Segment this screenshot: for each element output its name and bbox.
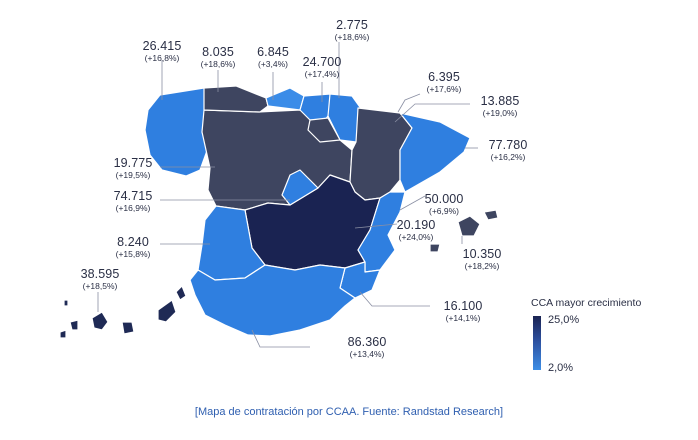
value: 74.715 [113, 189, 153, 203]
label-castilla-la-mancha: 20.190 (+24,0%) [386, 218, 446, 243]
value: 86.360 [347, 335, 387, 349]
growth: (+6,9%) [429, 206, 459, 217]
value: 10.350 [462, 247, 502, 261]
value: 8.240 [117, 235, 149, 249]
label-aragon: 13.885 (+19,0%) [470, 94, 530, 119]
growth: (+13,4%) [349, 349, 385, 360]
region-andalucia [189, 264, 356, 337]
value: 16.100 [443, 299, 483, 313]
region-asturias [203, 85, 269, 113]
growth: (+16,8%) [144, 53, 180, 64]
growth: (+24,0%) [398, 232, 434, 243]
growth: (+3,4%) [258, 59, 288, 70]
growth: (+17,4%) [304, 69, 340, 80]
value: 19.775 [113, 156, 153, 170]
label-cataluna: 77.780 (+16,2%) [478, 138, 538, 163]
growth: (+15,8%) [115, 249, 151, 260]
growth: (+16,2%) [490, 152, 526, 163]
label-canarias: 38.595 (+18,5%) [70, 267, 130, 292]
value: 26.415 [142, 39, 182, 53]
growth: (+19,5%) [115, 170, 151, 181]
label-galicia: 26.415 (+16,8%) [132, 39, 192, 64]
growth: (+18,6%) [334, 32, 370, 43]
label-asturias: 8.035 (+18,6%) [188, 45, 248, 70]
value: 20.190 [396, 218, 436, 232]
value: 24.700 [302, 55, 342, 69]
label-valencia: 50.000 (+6,9%) [414, 192, 474, 217]
growth: (+18,2%) [464, 261, 500, 272]
label-murcia: 16.100 (+14,1%) [433, 299, 493, 324]
value: 77.780 [488, 138, 528, 152]
growth: (+16,9%) [115, 203, 151, 214]
legend-max-label: 25,0% [548, 314, 580, 326]
value: 8.035 [202, 45, 234, 59]
value: 13.885 [480, 94, 520, 108]
growth: (+18,5%) [82, 281, 118, 292]
value: 38.595 [80, 267, 120, 281]
label-navarra: 2.775 (+18,6%) [322, 18, 382, 43]
legend-color-scale [533, 316, 541, 370]
growth: (+18,6%) [200, 59, 236, 70]
value: 6.395 [428, 70, 460, 84]
label-la-rioja: 6.395 (+17,6%) [414, 70, 474, 95]
region-madrid [281, 169, 319, 206]
region-cantabria [265, 87, 305, 111]
growth: (+14,1%) [445, 313, 481, 324]
region-baleares [429, 209, 499, 253]
legend-min-label: 2,0% [548, 362, 574, 374]
region-canarias [59, 285, 187, 339]
value: 2.775 [336, 18, 368, 32]
label-pais-vasco: 24.700 (+17,4%) [292, 55, 352, 80]
label-andalucia: 86.360 (+13,4%) [337, 335, 397, 360]
value: 50.000 [424, 192, 464, 206]
figure-caption: [Mapa de contratación por CCAA. Fuente: … [194, 406, 504, 418]
growth: (+19,0%) [482, 108, 518, 119]
label-cantabria: 6.845 (+3,4%) [243, 45, 303, 70]
label-extremadura: 8.240 (+15,8%) [103, 235, 163, 260]
leader-lines [97, 42, 478, 348]
growth: (+17,6%) [426, 84, 462, 95]
legend-title: CCA mayor crecimiento [531, 297, 642, 309]
region-la-rioja [307, 117, 341, 143]
value: 6.845 [257, 45, 289, 59]
label-madrid: 74.715 (+16,9%) [103, 189, 163, 214]
label-castilla-y-leon: 19.775 (+19,5%) [103, 156, 163, 181]
region-cataluna [399, 112, 471, 193]
label-baleares: 10.350 (+18,2%) [452, 247, 512, 272]
